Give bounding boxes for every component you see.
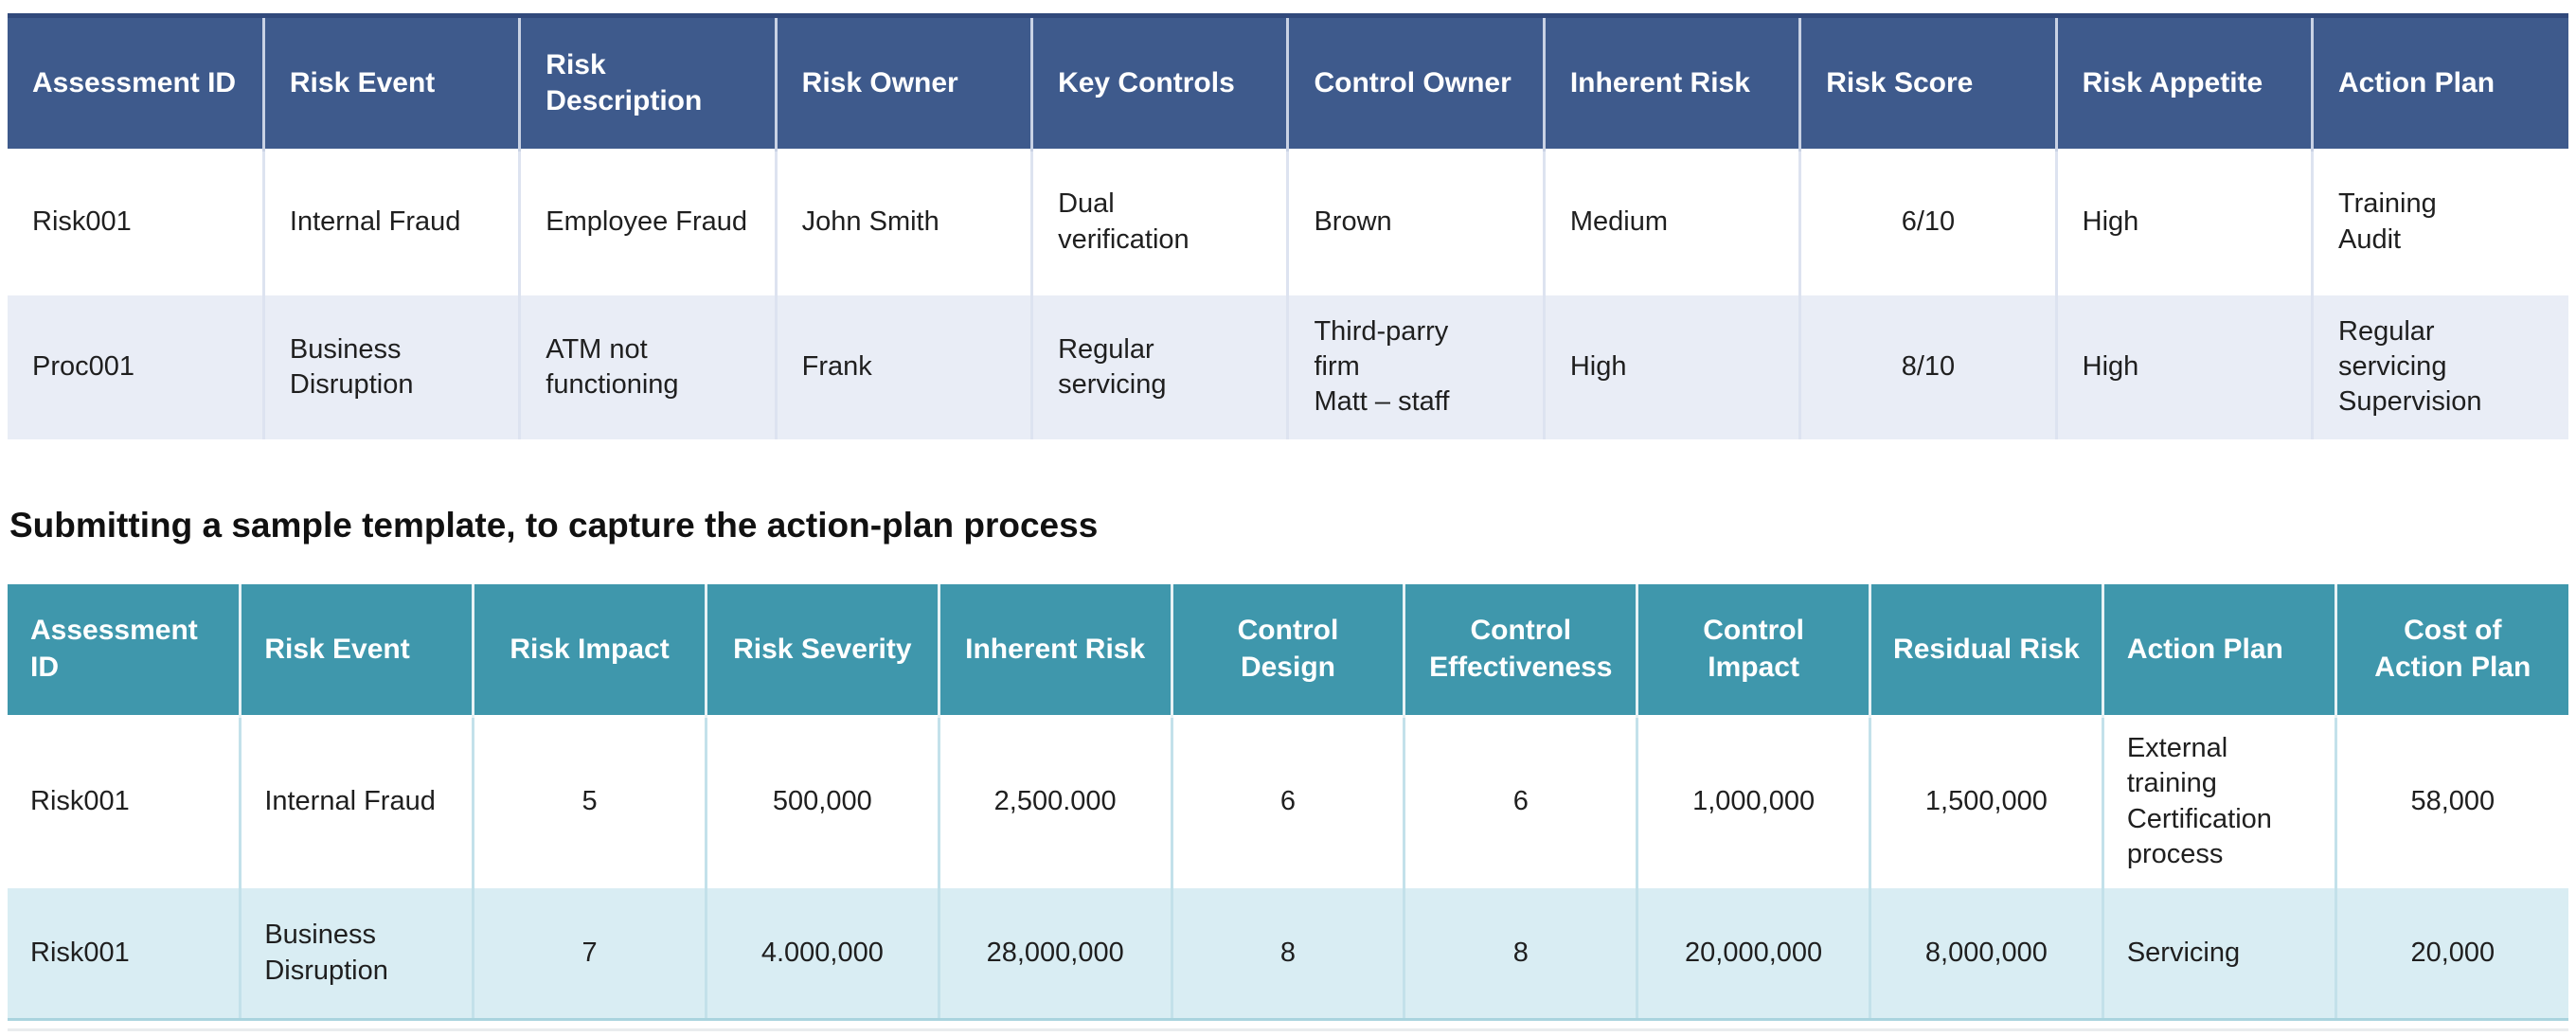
table-cell: Risk001	[8, 885, 241, 1021]
table-cell: 8	[1403, 885, 1637, 1021]
table-cell: John Smith	[774, 149, 1032, 295]
table-cell: Proc001	[8, 293, 264, 439]
table-row: Risk001 Internal Fraud Employee Fraud Jo…	[8, 149, 2568, 295]
table-row: Risk001 Business Disruption 7 4.000,000 …	[8, 885, 2568, 1021]
table-cell: Internal Fraud	[239, 715, 474, 887]
table-header-row: Assessment ID Risk Event Risk Impact Ris…	[8, 583, 2568, 717]
table-cell: Business Disruption	[261, 293, 520, 439]
table-cell: 8,000,000	[1869, 885, 2103, 1021]
table-row: Risk001 Internal Fraud 5 500,000 2,500.0…	[8, 715, 2568, 887]
table-cell: 6/10	[1798, 149, 2057, 295]
table-cell: 20,000	[2334, 885, 2568, 1021]
header-cell: Control Effectiveness	[1403, 583, 1637, 717]
table-cell: 6	[1403, 715, 1637, 887]
table-cell: ATM not functioning	[518, 293, 777, 439]
table-cell: High	[1542, 293, 1800, 439]
header-cell: Control Design	[1170, 583, 1404, 717]
table-cell: Risk001	[8, 149, 264, 295]
table-row: Proc001 Business Disruption ATM not func…	[8, 293, 2568, 439]
header-cell: Control Impact	[1636, 583, 1870, 717]
table-cell: 500,000	[704, 715, 939, 887]
table-cell: 1,000,000	[1636, 715, 1870, 887]
table-cell: 20,000,000	[1636, 885, 1870, 1021]
header-cell: Assessment ID	[8, 583, 241, 717]
cropped-next-row	[8, 1028, 2568, 1035]
header-cell: Residual Risk	[1869, 583, 2103, 717]
table-cell: 8	[1170, 885, 1404, 1021]
table-cell: 4.000,000	[704, 885, 939, 1021]
table-cell: 5	[472, 715, 707, 887]
header-cell: Risk Severity	[704, 583, 939, 717]
table-cell: High	[2054, 149, 2313, 295]
table-cell: 7	[472, 885, 707, 1021]
header-cell: Risk Event	[261, 13, 520, 151]
header-cell: Risk Owner	[774, 13, 1032, 151]
header-cell: Risk Appetite	[2054, 13, 2313, 151]
table-cell: 8/10	[1798, 293, 2057, 439]
table-cell: Internal Fraud	[261, 149, 520, 295]
header-cell: Assessment ID	[8, 13, 264, 151]
header-cell: Control Owner	[1286, 13, 1545, 151]
header-cell: Cost of Action Plan	[2334, 583, 2568, 717]
table-cell: Regular servicing	[1030, 293, 1288, 439]
header-cell: Inherent Risk	[937, 583, 1172, 717]
header-cell: Action Plan	[2101, 583, 2336, 717]
header-cell: Risk Impact	[472, 583, 707, 717]
table-cell: Frank	[774, 293, 1032, 439]
header-cell: Risk Event	[239, 583, 474, 717]
header-cell: Inherent Risk	[1542, 13, 1800, 151]
table-cell: Training Audit	[2311, 149, 2568, 295]
table-cell: 28,000,000	[937, 885, 1172, 1021]
action-plan-table: Assessment ID Risk Event Risk Impact Ris…	[8, 583, 2568, 1021]
header-cell: Action Plan	[2311, 13, 2568, 151]
table-cell: Employee Fraud	[518, 149, 777, 295]
table-cell: Third-parry firm Matt – staff	[1286, 293, 1545, 439]
table-cell: 2,500.000	[937, 715, 1172, 887]
table-cell: Business Disruption	[239, 885, 474, 1021]
table-cell: 6	[1170, 715, 1404, 887]
table-cell: 1,500,000	[1869, 715, 2103, 887]
table-cell: Servicing	[2101, 885, 2336, 1021]
table-cell: External training Certification process	[2101, 715, 2336, 887]
header-cell: Risk Score	[1798, 13, 2057, 151]
table-cell: Risk001	[8, 715, 241, 887]
table-cell: Dual verification	[1030, 149, 1288, 295]
table-cell: High	[2054, 293, 2313, 439]
table-cell: 58,000	[2334, 715, 2568, 887]
risk-register-table: Assessment ID Risk Event Risk Descriptio…	[8, 13, 2568, 439]
header-cell: Key Controls	[1030, 13, 1288, 151]
table-header-row: Assessment ID Risk Event Risk Descriptio…	[8, 13, 2568, 151]
header-cell: Risk Description	[518, 13, 777, 151]
section-heading: Submitting a sample template, to capture…	[9, 505, 1099, 545]
table-cell: Medium	[1542, 149, 1800, 295]
table-cell: Brown	[1286, 149, 1545, 295]
table-cell: Regular servicing Supervision	[2311, 293, 2568, 439]
